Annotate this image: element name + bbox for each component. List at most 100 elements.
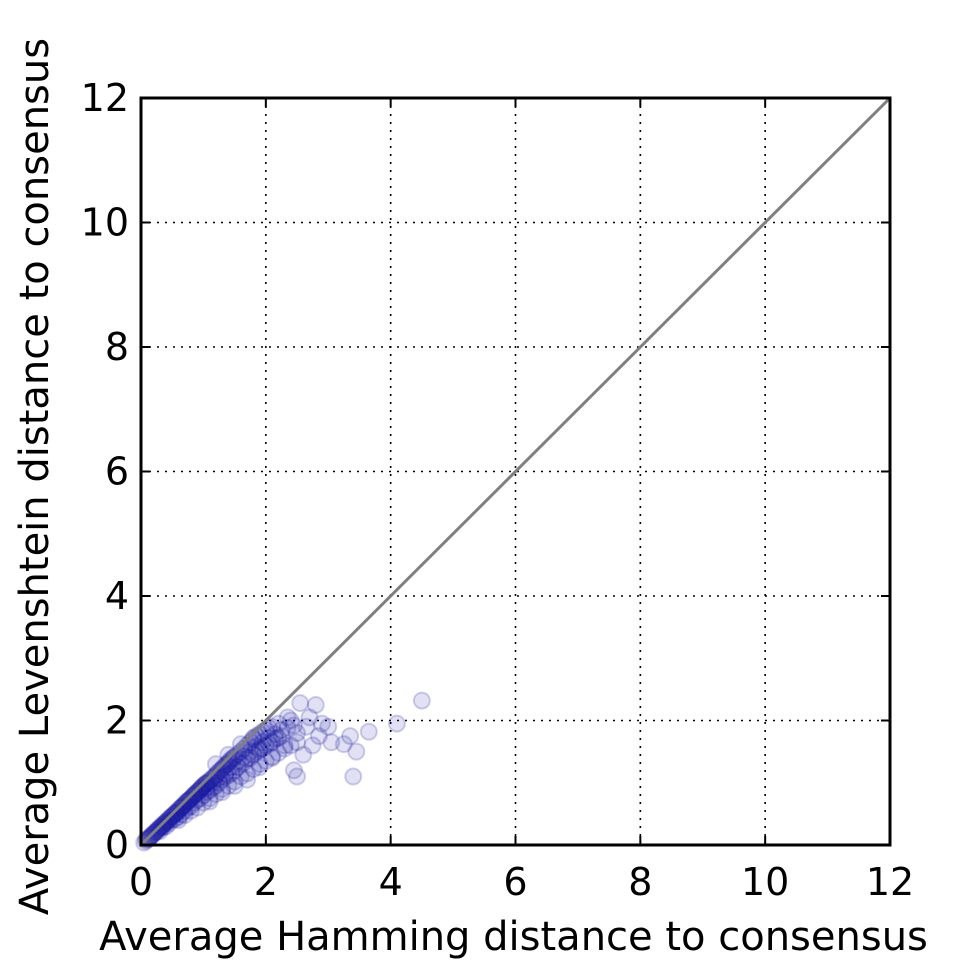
data-point [218, 755, 237, 774]
data-point [191, 789, 210, 808]
reference-line [139, 96, 892, 847]
data-point [216, 756, 235, 775]
data-point [186, 784, 205, 803]
data-point [234, 747, 253, 766]
data-point [263, 747, 282, 766]
data-point [188, 783, 207, 802]
data-point [216, 764, 235, 783]
data-point [210, 773, 229, 792]
data-point [259, 728, 278, 747]
data-point [222, 758, 241, 777]
data-point [241, 748, 260, 767]
data-point [238, 750, 257, 769]
data-point [387, 714, 406, 733]
data-point [297, 717, 316, 736]
data-point [201, 770, 220, 789]
data-point [334, 735, 353, 754]
data-point [181, 801, 200, 820]
data-point [247, 742, 266, 761]
data-point [272, 720, 291, 739]
data-point [166, 804, 185, 823]
data-point [173, 797, 192, 816]
data-point [176, 793, 195, 812]
x-tick-label: 4 [379, 860, 403, 904]
data-point [263, 748, 282, 767]
data-point [303, 736, 322, 755]
data-point [278, 708, 297, 727]
data-point [266, 725, 285, 744]
y-axis-ticks: 0 2 4 6 8 10 12 [81, 76, 890, 867]
x-axis-ticks: 0 2 4 6 8 10 12 [129, 98, 914, 904]
data-point [269, 743, 288, 762]
data-point [172, 798, 191, 817]
data-point [194, 776, 213, 795]
data-point [244, 728, 263, 747]
data-point [170, 799, 189, 818]
data-point [294, 745, 313, 764]
data-point [185, 793, 204, 812]
data-point [300, 708, 319, 727]
data-point [188, 791, 207, 810]
data-point [231, 755, 250, 774]
data-point [359, 722, 378, 741]
y-tick-label: 0 [105, 823, 129, 867]
data-point [291, 694, 310, 713]
data-point [244, 760, 263, 779]
data-point [180, 790, 199, 809]
data-point [259, 735, 278, 754]
data-point [250, 739, 269, 758]
data-point [228, 745, 247, 764]
data-point [281, 711, 300, 730]
data-point [186, 784, 205, 803]
data-point [184, 786, 203, 805]
x-tick-label: 0 [129, 860, 153, 904]
data-point [228, 758, 247, 777]
data-point [191, 779, 210, 798]
data-point [253, 739, 272, 758]
data-point [178, 792, 197, 811]
data-point [281, 736, 300, 755]
data-point [203, 778, 222, 797]
data-point [263, 733, 282, 752]
data-point [241, 742, 260, 761]
data-point [211, 761, 230, 780]
data-point [175, 806, 194, 825]
data-point [213, 783, 232, 802]
data-point [275, 736, 294, 755]
x-tick-label: 8 [628, 860, 652, 904]
data-point [247, 737, 266, 756]
data-point [225, 761, 244, 780]
data-point [228, 751, 247, 770]
data-point [181, 797, 200, 816]
data-point [250, 741, 269, 760]
data-point [306, 695, 325, 714]
data-point [250, 758, 269, 777]
data-point [206, 784, 225, 803]
data-point [275, 739, 294, 758]
data-point [219, 745, 238, 764]
data-point [225, 772, 244, 791]
data-point [163, 807, 182, 826]
data-point [219, 766, 238, 785]
data-point [341, 727, 360, 746]
data-point [200, 771, 219, 790]
data-point [284, 761, 303, 780]
y-tick-label: 6 [105, 450, 129, 494]
data-point [216, 767, 235, 786]
y-tick-label: 4 [105, 574, 129, 618]
y-tick-label: 12 [81, 76, 129, 120]
data-point [263, 717, 282, 736]
data-point [220, 751, 239, 770]
data-point [313, 714, 332, 733]
data-point [210, 768, 229, 787]
data-point [197, 783, 216, 802]
y-tick-label: 10 [81, 201, 129, 245]
data-point [225, 747, 244, 766]
data-point [269, 728, 288, 747]
data-point [150, 822, 169, 841]
data-point [189, 781, 208, 800]
data-point [168, 802, 187, 821]
data-point [200, 781, 219, 800]
data-point [253, 733, 272, 752]
